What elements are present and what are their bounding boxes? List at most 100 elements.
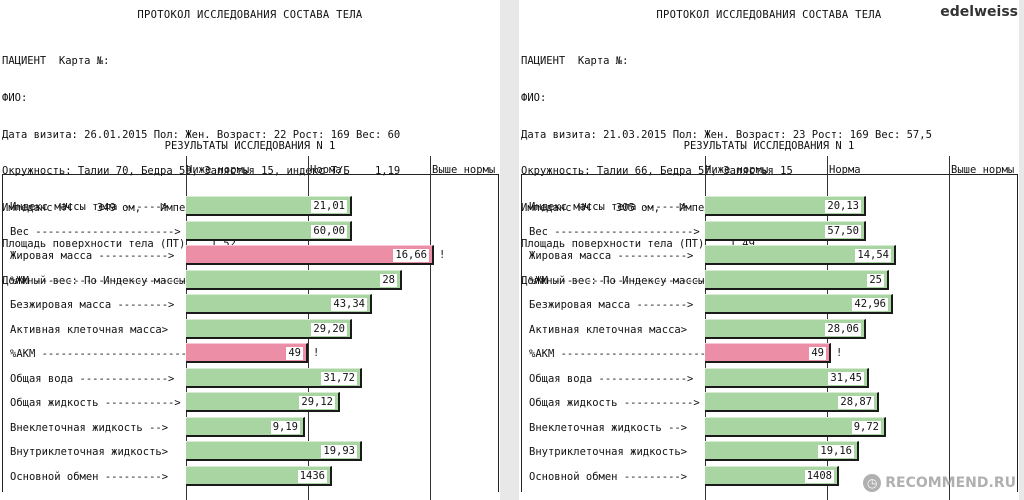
author-watermark: edelweiss	[940, 4, 1018, 20]
result-row: Вес ----------------------> 57,50	[519, 220, 1019, 244]
result-row: Общая жидкость -----------> 28,87	[519, 391, 1019, 415]
result-label: Общая жидкость ----------->	[10, 397, 181, 409]
result-label: Индекс массы тела ------>	[10, 201, 169, 213]
result-value: 49	[809, 347, 826, 360]
result-label: Безжировая масса -------->	[10, 299, 175, 311]
result-bar: 1408	[705, 465, 839, 486]
result-label: Внутриклеточная жидкость>	[529, 446, 688, 458]
result-value: 57,50	[825, 224, 861, 238]
result-bar: 28,06	[705, 318, 866, 339]
result-label: Общая жидкость ----------->	[529, 397, 700, 409]
result-value: 29,20	[311, 322, 347, 336]
result-row: %ЖМ ------------------------> 28	[0, 269, 500, 293]
scale-label-low: Ниже нормы	[186, 164, 250, 176]
header-line-visit: Дата визита: 21.03.2015 Пол: Жен. Возрас…	[521, 128, 932, 141]
result-value: 19,93	[321, 445, 357, 458]
result-label: Внутриклеточная жидкость>	[10, 446, 169, 458]
result-row: Активная клеточная масса> 28,06	[519, 318, 1019, 342]
result-value: 1436	[297, 469, 327, 483]
result-label: Индекс массы тела ------>	[529, 201, 688, 213]
scale-label-low: Ниже нормы	[705, 164, 769, 176]
result-row: Жировая масса -----------> 16,66!	[0, 244, 500, 268]
result-row: Основной обмен ---------> 1436	[0, 465, 500, 489]
result-row: Внеклеточная жидкость --> 9,19	[0, 416, 500, 440]
result-value: 28	[380, 273, 397, 287]
result-row: Безжировая масса --------> 42,96	[519, 293, 1019, 317]
header-line-name: ФИО:	[2, 92, 28, 104]
scale-divider-high	[949, 156, 950, 500]
result-label: Внеклеточная жидкость -->	[529, 421, 688, 434]
result-label: Вес ---------------------->	[10, 225, 181, 238]
result-row: Внутриклеточная жидкость> 19,93	[0, 440, 500, 464]
result-label: Жировая масса ----------->	[529, 250, 694, 262]
result-bar: 28	[186, 269, 402, 290]
result-value: 19,16	[818, 445, 854, 458]
result-row: Внутриклеточная жидкость> 19,16	[519, 440, 1019, 464]
result-label: %ЖМ ------------------------>	[529, 274, 713, 287]
result-bar: 16,66	[186, 245, 434, 265]
scale-divider-high	[430, 156, 431, 500]
result-bar: 20,13	[705, 196, 866, 216]
header-line-name: ФИО:	[521, 92, 547, 104]
result-label: Вес ---------------------->	[529, 225, 700, 238]
result-bar: 21,01	[186, 196, 352, 216]
result-bar: 49	[186, 343, 308, 363]
result-value: 49	[286, 347, 303, 360]
result-bar: 60,00	[186, 220, 352, 241]
result-label: %ЖМ ------------------------>	[10, 274, 194, 287]
result-bar: 31,45	[705, 367, 869, 388]
result-bar: 29,12	[186, 392, 340, 412]
result-label: Активная клеточная масса>	[10, 323, 169, 336]
result-bar: 29,20	[186, 318, 352, 339]
protocol-panel-right: ПРОТОКОЛ ИССЛЕДОВАНИЯ СОСТАВА ТЕЛА ПАЦИЕ…	[519, 0, 1019, 500]
result-bar: 49	[705, 343, 831, 363]
result-row: Общая жидкость -----------> 29,12	[0, 391, 500, 415]
result-value: 31,72	[321, 371, 357, 385]
result-value: 16,66	[393, 249, 429, 262]
result-label: Основной обмен --------->	[10, 470, 169, 483]
result-row: Вес ----------------------> 60,00	[0, 220, 500, 244]
protocol-title: ПРОТОКОЛ ИССЛЕДОВАНИЯ СОСТАВА ТЕЛА	[137, 9, 363, 21]
result-value: 21,01	[311, 200, 347, 213]
result-row: Активная клеточная масса> 29,20	[0, 318, 500, 342]
site-watermark: ◷ RECOMMEND.RU	[863, 474, 1016, 492]
protocol-panel-left: ПРОТОКОЛ ИССЛЕДОВАНИЯ СОСТАВА ТЕЛА ПАЦИЕ…	[0, 0, 500, 500]
result-row: Общая вода --------------> 31,72	[0, 367, 500, 391]
result-row: %ЖМ ------------------------> 25	[519, 269, 1019, 293]
result-row: Жировая масса -----------> 14,54	[519, 244, 1019, 268]
protocol-title: ПРОТОКОЛ ИССЛЕДОВАНИЯ СОСТАВА ТЕЛА	[656, 9, 882, 21]
result-value: 14,54	[855, 249, 891, 262]
result-label: Общая вода -------------->	[10, 372, 175, 385]
result-bar: 14,54	[705, 245, 896, 265]
result-row: Индекс массы тела ------> 20,13	[519, 195, 1019, 219]
result-row: Общая вода --------------> 31,45	[519, 367, 1019, 391]
result-value: 28,87	[838, 396, 874, 409]
scale-label-high: Выше нормы	[951, 164, 1015, 176]
scale-label-norm: Норма	[829, 164, 861, 176]
result-value: 31,45	[828, 371, 864, 385]
deviation-flag: !	[313, 347, 320, 359]
result-value: 43,34	[331, 298, 367, 311]
scale-label-high: Выше нормы	[432, 164, 496, 176]
header-line-surface: Площадь поверхности тела (ПТ) 1,52	[2, 238, 236, 251]
result-label: Внеклеточная жидкость -->	[10, 421, 169, 434]
results-frame	[2, 174, 499, 492]
result-value: 9,19	[270, 420, 300, 434]
result-value: 20,13	[825, 200, 861, 213]
result-value: 28,06	[825, 322, 861, 336]
result-row: Основной обмен ---------> 1408	[519, 465, 1019, 489]
header-line-visit: Дата визита: 26.01.2015 Пол: Жен. Возрас…	[2, 128, 401, 141]
result-row: Индекс массы тела ------> 21,01	[0, 195, 500, 219]
result-bar: 31,72	[186, 367, 362, 388]
result-bar: 28,87	[705, 392, 879, 412]
header-line-patient: ПАЦИЕНТ Карта №:	[2, 55, 110, 68]
result-label: Жировая масса ----------->	[10, 250, 175, 262]
result-label: Основной обмен --------->	[529, 470, 688, 483]
result-bar: 43,34	[186, 294, 372, 314]
result-value: 25	[867, 273, 884, 287]
recommend-logo-icon: ◷	[863, 474, 882, 492]
result-label: Активная клеточная масса>	[529, 323, 688, 336]
result-label: Безжировая масса -------->	[529, 299, 694, 311]
results-title: РЕЗУЛЬТАТЫ ИССЛЕДОВАНИЯ N 1	[683, 140, 855, 152]
result-bar: 19,16	[705, 441, 859, 461]
